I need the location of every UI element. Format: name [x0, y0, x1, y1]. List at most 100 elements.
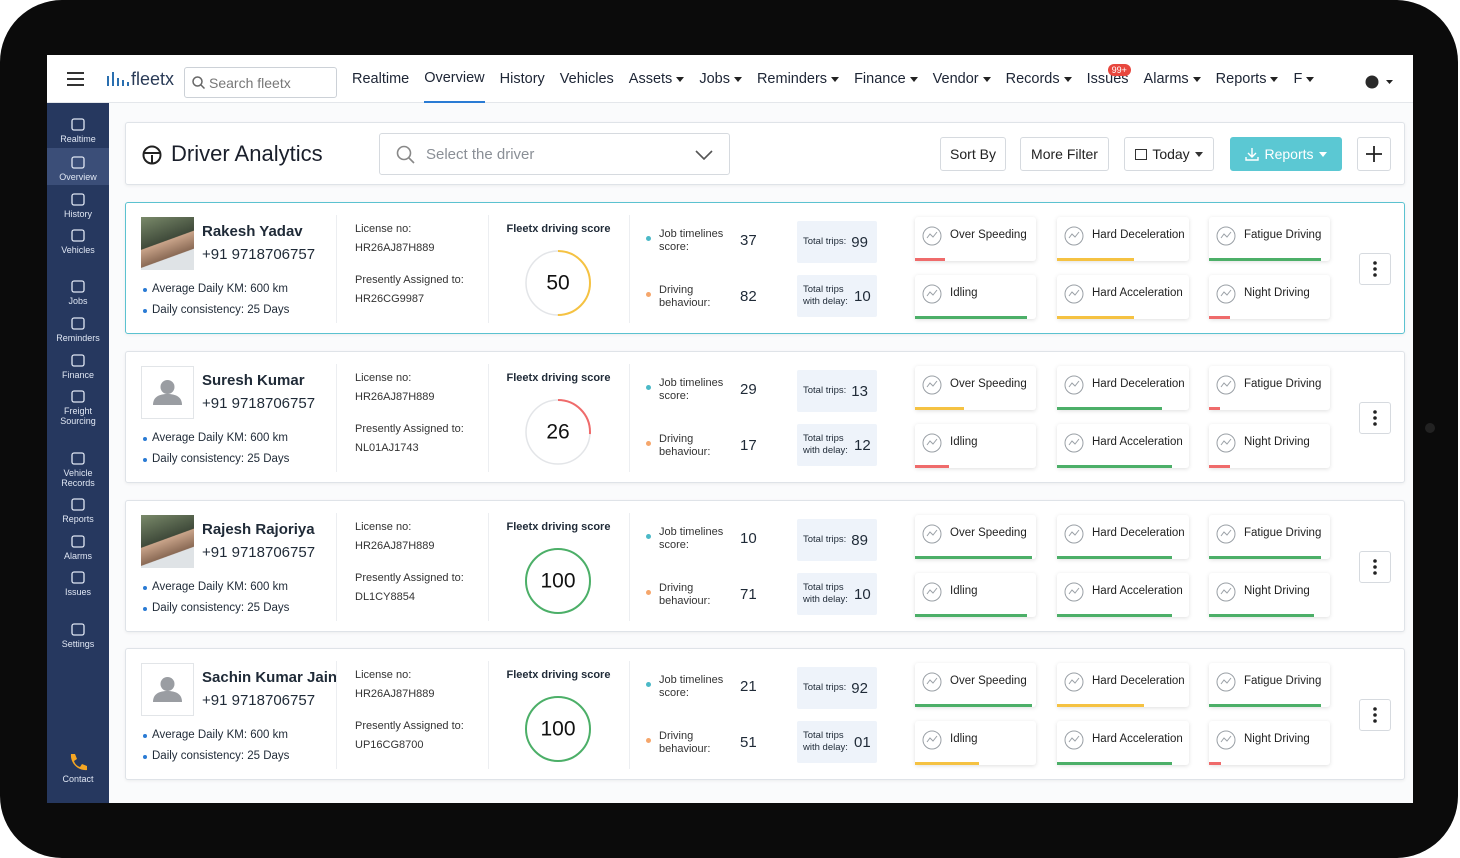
nav-item[interactable]: Vendor: [933, 55, 991, 103]
event-bar: [1209, 406, 1220, 410]
license-info: License no:: [355, 521, 412, 533]
dot: [1373, 273, 1377, 277]
event-card[interactable]: Night Driving: [1209, 424, 1330, 468]
driver-card: Rakesh Yadav +91 9718706757 Average Daily …: [125, 202, 1405, 334]
event-card[interactable]: Night Driving: [1209, 721, 1330, 765]
reports-button[interactable]: Reports: [1230, 137, 1342, 171]
driver-avatar: [141, 515, 194, 568]
contact[interactable]: Contact: [47, 751, 109, 784]
driver-stat: Daily consistency: 25 Days: [152, 750, 290, 762]
nav-item[interactable]: Realtime: [352, 55, 409, 103]
event-name: Over Speeding: [950, 527, 1027, 539]
sidebar-item[interactable]: Issues: [47, 563, 109, 600]
event-card[interactable]: Hard Acceleration: [1057, 721, 1189, 765]
score-value: 100: [540, 718, 575, 741]
event-card[interactable]: Hard Deceleration: [1057, 366, 1189, 410]
trips-label: Total trips with delay:: [803, 730, 848, 753]
icon-glyph: [1220, 231, 1232, 239]
sidebar-item[interactable]: Alarms: [47, 527, 109, 564]
icon-ring: [922, 524, 942, 544]
event-bar: [1209, 555, 1322, 559]
sidebar-item[interactable]: Reports: [47, 490, 109, 527]
event-card[interactable]: Fatigue Driving: [1209, 663, 1330, 707]
trips-value: 10: [854, 585, 871, 603]
sidebar-item[interactable]: Finance: [47, 346, 109, 383]
more-button[interactable]: [1359, 551, 1391, 583]
more-button[interactable]: [1359, 402, 1391, 434]
nav-item[interactable]: Jobs: [699, 55, 742, 103]
sidebar-item[interactable]: Realtime: [47, 110, 109, 147]
event-card[interactable]: Fatigue Driving: [1209, 366, 1330, 410]
dot: [1373, 416, 1377, 420]
nav-item[interactable]: Reports: [1216, 55, 1279, 103]
event-card[interactable]: Fatigue Driving: [1209, 217, 1330, 261]
sidebar-item[interactable]: Jobs: [47, 272, 109, 309]
sort-button[interactable]: Sort By: [940, 137, 1006, 171]
dropdown-caret: [1306, 76, 1315, 82]
event-bar: [1057, 703, 1145, 707]
event-card[interactable]: Idling: [915, 573, 1036, 617]
trips-box: Total trips: 89: [797, 519, 877, 561]
event-card[interactable]: Hard Acceleration: [1057, 573, 1189, 617]
event-card[interactable]: Over Speeding: [915, 515, 1036, 559]
event-card[interactable]: Hard Deceleration: [1057, 217, 1189, 261]
sidebar-item[interactable]: Freight Sourcing: [47, 382, 109, 430]
event-card[interactable]: Night Driving: [1209, 573, 1330, 617]
event-card[interactable]: Idling: [915, 721, 1036, 765]
license-info: UP16CG8700: [355, 739, 424, 751]
event-name: Night Driving: [1244, 733, 1310, 745]
nav-item[interactable]: Vehicles: [560, 55, 614, 103]
event-card[interactable]: Hard Deceleration: [1057, 663, 1189, 707]
nav-label: Overview: [424, 70, 485, 86]
event-card[interactable]: Night Driving: [1209, 275, 1330, 319]
divider: [488, 513, 489, 621]
nav-item[interactable]: Issues 99+: [1087, 55, 1131, 103]
event-card[interactable]: Over Speeding: [915, 366, 1036, 410]
sidebar-item[interactable]: Vehicles: [47, 221, 109, 258]
event-icon: [1216, 375, 1236, 395]
nav-item[interactable]: Finance: [854, 55, 918, 103]
event-name: Hard Deceleration: [1092, 675, 1185, 687]
event-card[interactable]: Hard Acceleration: [1057, 424, 1189, 468]
event-card[interactable]: Over Speeding: [915, 217, 1036, 261]
icon-ring: [922, 730, 942, 750]
icon-glyph: [1068, 677, 1080, 685]
globe-menu[interactable]: [1365, 75, 1395, 89]
sidebar-item[interactable]: History: [47, 185, 109, 222]
sidebar-item[interactable]: Reminders: [47, 309, 109, 346]
trips-value: 89: [851, 531, 868, 549]
driver-avatar: [141, 366, 194, 419]
event-bar: [1209, 761, 1221, 765]
event-card[interactable]: Over Speeding: [915, 663, 1036, 707]
nav-item[interactable]: F: [1293, 55, 1315, 103]
nav-item[interactable]: Reminders: [757, 55, 840, 103]
event-card[interactable]: Hard Deceleration: [1057, 515, 1189, 559]
filter-button[interactable]: More Filter: [1020, 137, 1109, 171]
date-button[interactable]: Today: [1124, 137, 1214, 171]
driver-select[interactable]: Select the driver: [379, 133, 730, 175]
event-card[interactable]: Idling: [915, 275, 1036, 319]
event-card[interactable]: Hard Acceleration: [1057, 275, 1189, 319]
nav-item[interactable]: Records: [1006, 55, 1072, 103]
add-button[interactable]: [1357, 137, 1391, 171]
nav-item[interactable]: History: [500, 55, 545, 103]
caret: [733, 76, 742, 82]
event-card[interactable]: Fatigue Driving: [1209, 515, 1330, 559]
nav-item[interactable]: Assets: [629, 55, 685, 103]
event-bar: [915, 703, 1032, 707]
nav-item[interactable]: Overview: [424, 55, 485, 103]
nav-item[interactable]: Alarms: [1144, 55, 1201, 103]
nav-label: History: [499, 71, 545, 87]
more-button[interactable]: [1359, 699, 1391, 731]
sidebar-item[interactable]: Settings: [47, 615, 109, 652]
event-name: Fatigue Driving: [1244, 527, 1322, 539]
sidebar-item[interactable]: Vehicle Records: [47, 444, 109, 492]
event-card[interactable]: Idling: [915, 424, 1036, 468]
menu-button[interactable]: [67, 72, 84, 86]
trips-box: Total trips with delay: 01: [797, 721, 877, 763]
icon-glyph: [1220, 289, 1232, 297]
sidebar-item[interactable]: Overview: [47, 148, 109, 185]
trips-label: Total trips with delay:: [803, 433, 848, 456]
search-box[interactable]: Search fleetx: [184, 67, 337, 98]
more-button[interactable]: [1359, 253, 1391, 285]
